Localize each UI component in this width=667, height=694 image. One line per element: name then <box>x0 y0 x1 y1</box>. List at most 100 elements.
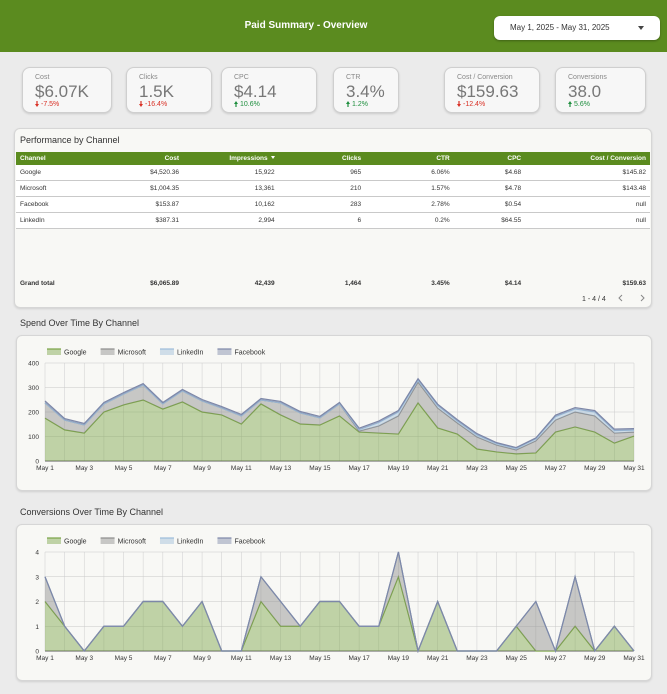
x-tick-label: May 11 <box>231 655 252 662</box>
trend-arrow <box>568 101 572 107</box>
total-cell: $159.63 <box>622 279 647 287</box>
delta-value: 10.6% <box>240 101 260 108</box>
trend-arrow <box>139 101 143 107</box>
table-cell: $4.78 <box>453 180 526 197</box>
column-header[interactable]: Clicks <box>278 152 366 165</box>
table-cell: $145.82 <box>525 165 650 181</box>
y-tick-label: 400 <box>28 361 39 368</box>
total-cell: Grand total <box>20 279 55 287</box>
delta-value: -12.4% <box>463 101 486 108</box>
table-cell: $0.54 <box>453 196 526 213</box>
y-tick-label: 300 <box>28 385 39 392</box>
arrow <box>234 101 238 107</box>
table-header: Channel Cost Impressions Clicks CTR CPC Cost /… <box>16 152 650 165</box>
table-cell: $4,520.36 <box>106 165 184 181</box>
legend-item: Google <box>47 348 87 357</box>
kpi-delta: -12.4% <box>457 101 485 108</box>
area <box>45 399 634 461</box>
legend-swatch <box>47 538 61 544</box>
y-tick-label: 4 <box>35 550 39 557</box>
performance-table: Channel Cost Impressions Clicks CTR CPC Cost /… <box>16 152 650 229</box>
legend-swatch <box>100 349 115 355</box>
legend-label: LinkedIn <box>177 539 204 546</box>
table-cell: 13,361 <box>183 180 279 197</box>
dropdown-arrow <box>638 26 644 30</box>
column-header[interactable]: Cost / Conversion <box>525 152 650 165</box>
x-tick-label: May 5 <box>115 465 133 472</box>
column-header[interactable]: Channel <box>16 152 107 165</box>
legend-swatch <box>159 349 174 355</box>
trend-arrow <box>234 101 238 107</box>
page-info: 1 - 4 / 4 <box>582 296 606 303</box>
kpi-card: CPC $4.14 10.6% <box>221 67 317 113</box>
x-tick-label: May 13 <box>270 465 292 472</box>
table-cell: 0.2% <box>365 212 454 229</box>
x-tick-label: May 7 <box>154 655 172 662</box>
x-tick-label: May 15 <box>309 465 331 472</box>
legend-item: Facebook <box>217 537 266 546</box>
page-nav[interactable] <box>608 294 648 302</box>
kpi-card: Cost / Conversion $159.63 -12.4% <box>444 67 540 113</box>
legend-label: Google <box>64 539 87 546</box>
x-tick-label: May 1 <box>36 655 54 662</box>
y-tick-label: 200 <box>28 410 39 417</box>
legend-swatch <box>159 538 174 544</box>
column-header[interactable]: CPC <box>453 152 526 165</box>
table-cell: $4.68 <box>453 165 526 181</box>
table-cell: 2.78% <box>365 196 454 213</box>
grand-total: Grand total $6,065.89 42,439 1,464 3.45% $4.1… <box>16 277 650 289</box>
x-tick-label: May 13 <box>270 655 292 662</box>
kpi-card: Cost $6.07K -7.5% <box>22 67 112 113</box>
total-cell: 42,439 <box>254 279 275 287</box>
column-header[interactable]: Cost <box>106 152 184 165</box>
table-row: Microsoft $1,004.35 13,361 210 1.57% $4.78 $14… <box>16 180 650 197</box>
kpi-label: Conversions <box>568 74 607 81</box>
arrow <box>568 101 572 107</box>
delta-value: -16.4% <box>145 101 168 108</box>
total-cell: $4.14 <box>504 279 522 287</box>
table-cell: Google <box>16 165 107 181</box>
total-cell: 1,464 <box>344 279 362 287</box>
legend-swatch <box>47 349 61 355</box>
table-cell: 965 <box>278 165 366 181</box>
table-cell: 6 <box>278 212 366 229</box>
area-line <box>44 551 635 654</box>
legend-label: Facebook <box>234 539 265 546</box>
kpi-value: 1.5K <box>139 82 174 101</box>
x-tick-label: May 11 <box>231 465 252 472</box>
chart-card: 0 100 200 300 400 May 1 May 3 May 5 May 7 May 9 Ma… <box>16 335 652 491</box>
y-tick-label: 0 <box>35 459 39 466</box>
chart: 0 1 2 3 4 May 1 May 3 May 5 May 7 May 9 May 11 May … <box>35 537 645 662</box>
area <box>45 576 634 651</box>
table-cell: 1.57% <box>365 180 454 197</box>
date-range-picker[interactable]: May 1, 2025 - May 31, 2025 <box>494 16 660 40</box>
section-title: Spend Over Time By Channel <box>20 318 140 328</box>
x-tick-label: May 5 <box>115 655 133 662</box>
column-header[interactable]: CTR <box>365 152 454 165</box>
x-tick-label: May 9 <box>193 465 211 472</box>
table-cell: null <box>525 212 650 229</box>
kpi-delta: 10.6% <box>234 101 260 108</box>
arrow <box>139 101 143 107</box>
area <box>45 382 634 454</box>
x-tick-label: May 19 <box>388 655 410 662</box>
y-tick-label: 2 <box>35 599 39 606</box>
x-tick-label: May 27 <box>545 465 567 472</box>
y-tick-label: 0 <box>35 649 39 656</box>
x-tick-label: May 21 <box>427 655 449 662</box>
table-cell: $64.55 <box>453 212 526 229</box>
legend-item: Facebook <box>217 348 266 357</box>
legend-swatch <box>217 349 232 355</box>
table-cell: Microsoft <box>16 180 107 197</box>
arrow <box>346 101 350 107</box>
table-cell: $387.31 <box>106 212 184 229</box>
kpi-label: Cost / Conversion <box>457 74 513 81</box>
pagination: 1 - 4 / 4 <box>582 294 648 303</box>
column-header[interactable]: Impressions <box>183 152 279 165</box>
x-tick-label: May 3 <box>75 465 93 472</box>
trend-arrow <box>346 101 350 107</box>
x-tick-label: May 29 <box>584 655 606 662</box>
kpi-card: CTR 3.4% 1.2% <box>333 67 399 113</box>
x-tick-label: May 7 <box>154 465 172 472</box>
